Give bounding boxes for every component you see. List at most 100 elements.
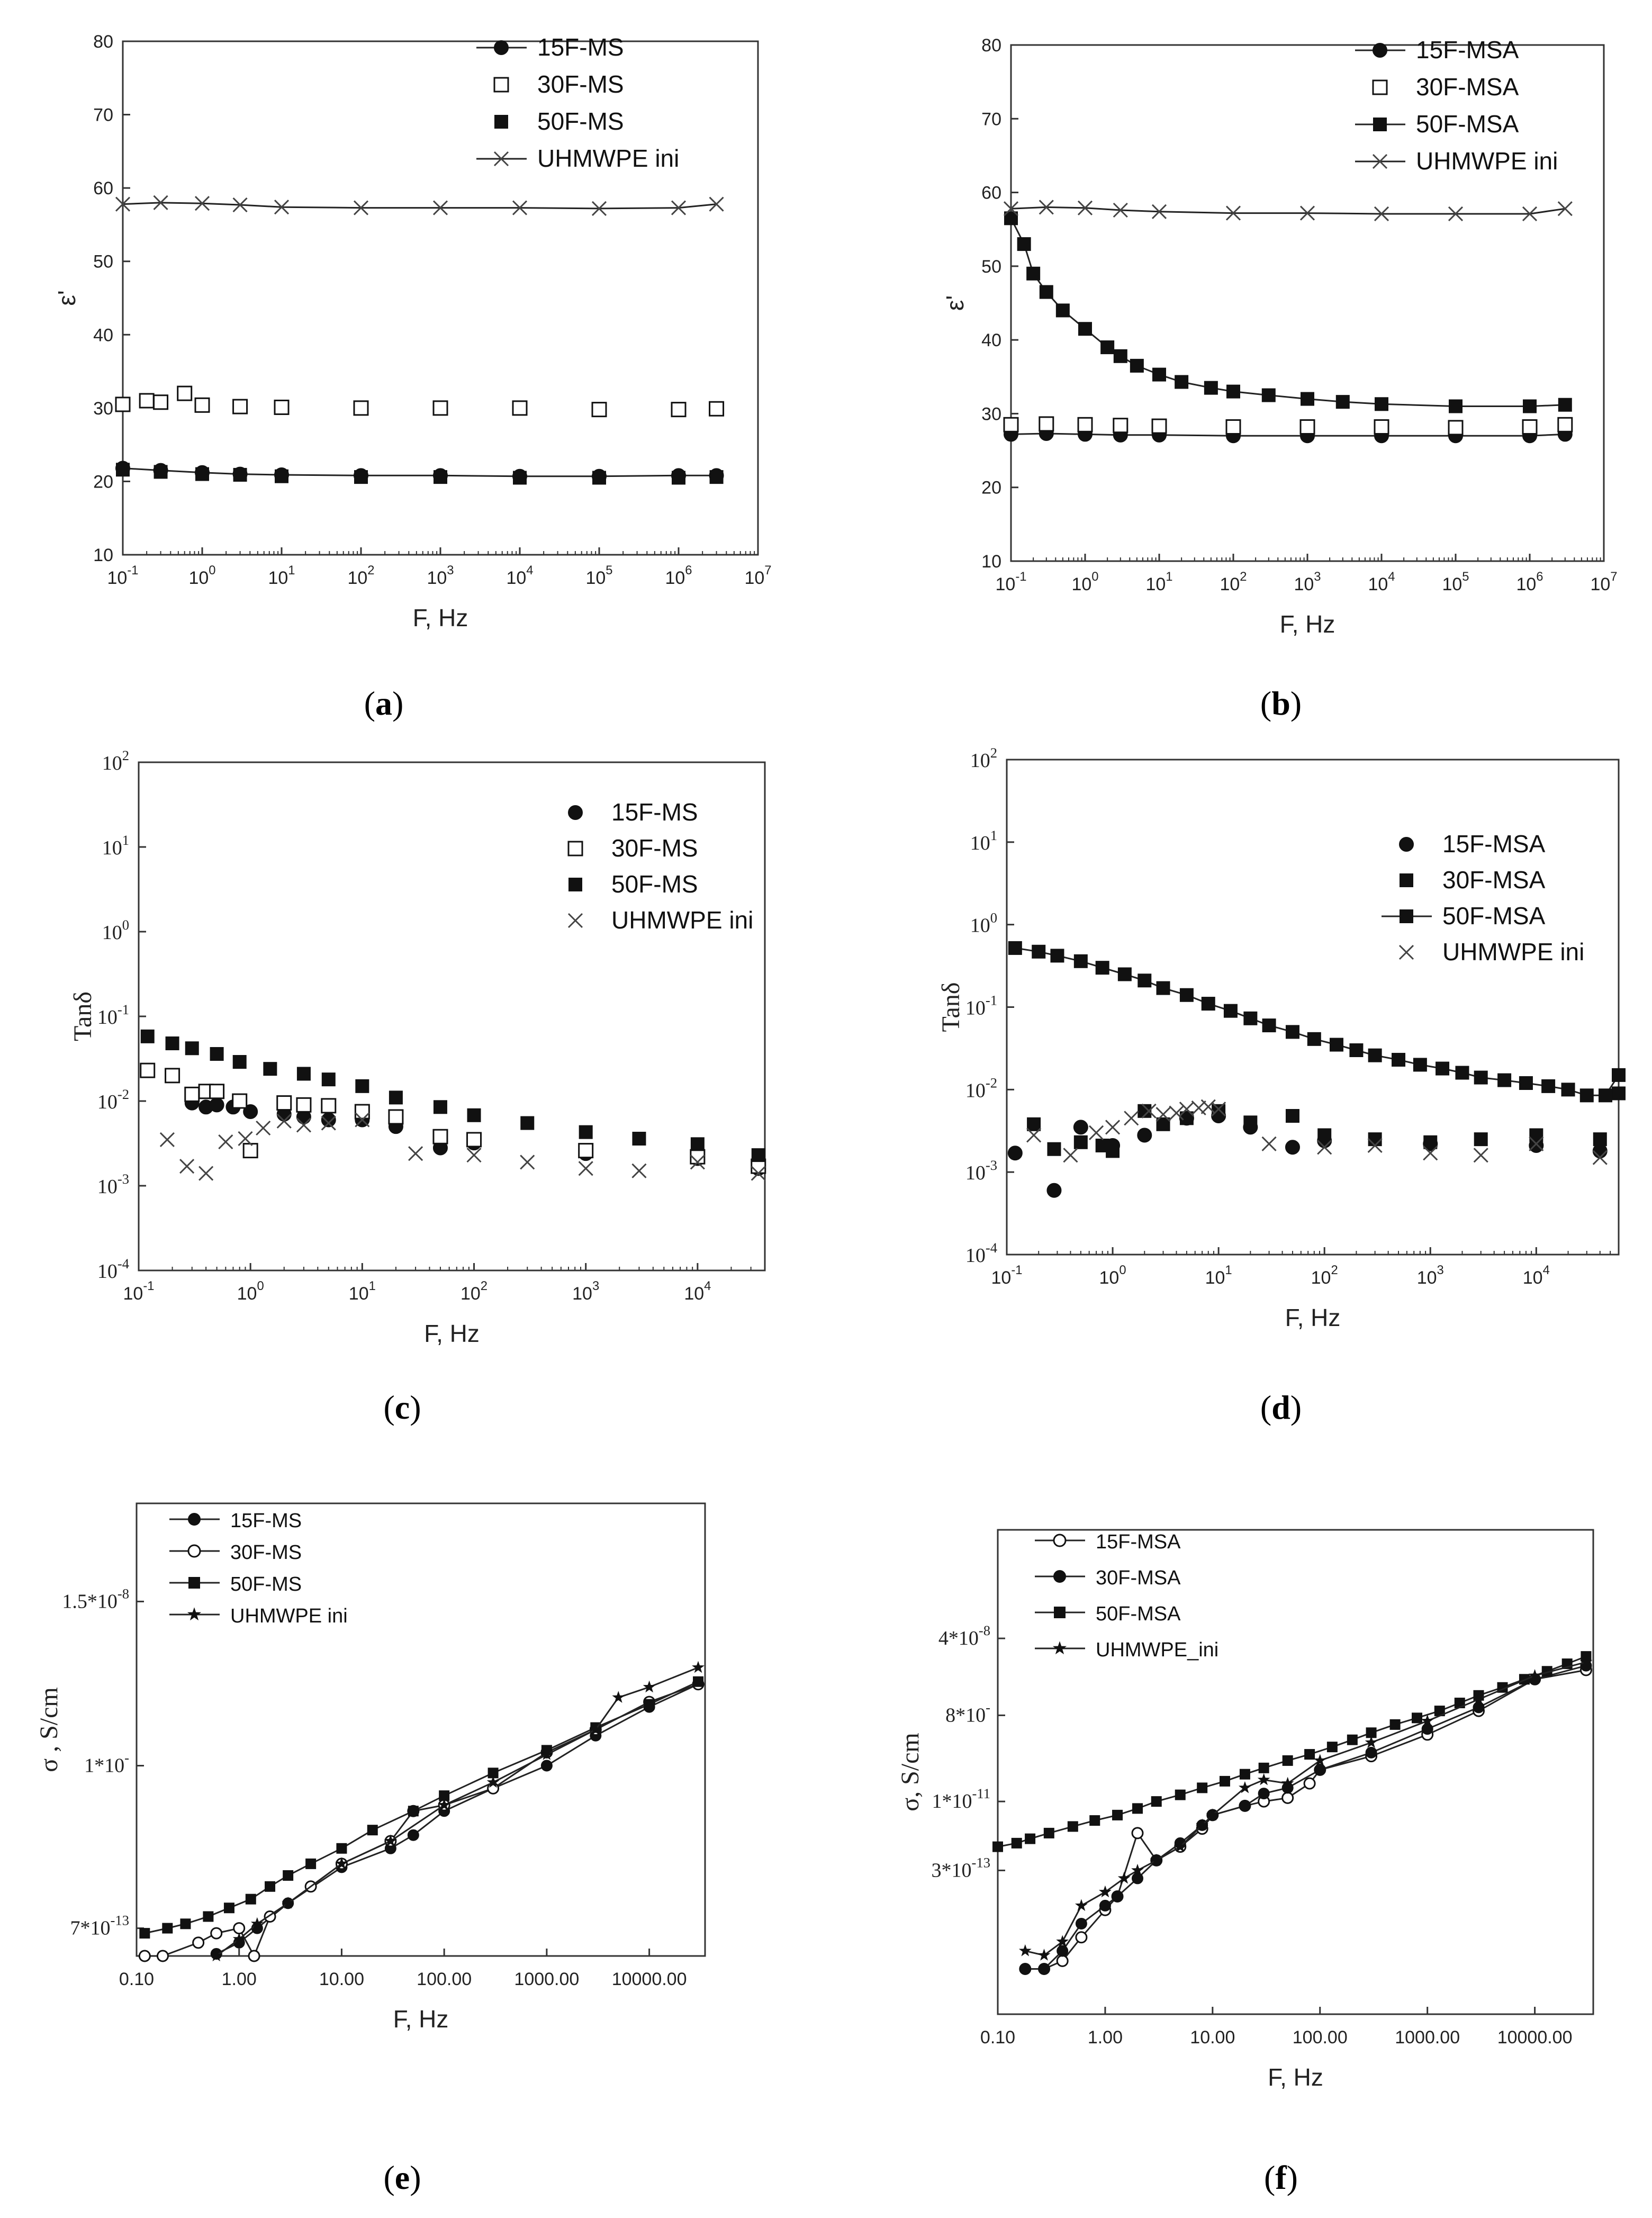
data-point-UHMWPE ini [1156,1107,1171,1122]
data-point-30F-MSA [1593,1132,1607,1147]
data-point-50F-MS [513,471,527,485]
x-tick-label: 10000.00 [612,1969,687,1989]
data-point-30F-MS [248,1950,260,1962]
legend-entry: UHMWPE ini [1355,147,1558,175]
panel-caption: (c) [383,1388,421,1426]
data-point-50F-MSA [1219,1775,1230,1787]
data-point-50F-MS [434,470,447,484]
data-point-UHMWPE_ini [1131,1863,1144,1876]
data-point-30F-MS [353,400,369,416]
data-point-30F-MSA [1003,417,1019,432]
data-point-50F-MSA [1100,340,1115,355]
data-point-UHMWPE ini [1448,206,1464,222]
data-point-15F-MSA [1046,1183,1062,1198]
data-point-50F-MSA [1112,1809,1123,1820]
data-point-15F-MS [209,1097,224,1113]
data-point-UHMWPE ini [1261,1136,1277,1151]
data-point-UHMWPE ini [591,201,607,217]
data-point-50F-MSA [1078,322,1092,336]
legend-marker [1373,118,1387,131]
data-point-UHMWPE ini [335,1857,348,1869]
data-point-30F-MSA [1077,417,1093,432]
x-tick-label: 0.10 [119,1969,154,1989]
data-point-50F-MSA [1561,1083,1575,1097]
data-point-UHMWPE ini [276,1113,292,1129]
x-axis-label: F, Hz [413,604,468,632]
data-point-UHMWPE ini [512,200,528,215]
data-point-UHMWPE ini [159,1132,175,1148]
data-point-30F-MS [432,1129,448,1144]
x-axis-label: F, Hz [1280,610,1335,638]
y-tick-label: 20 [981,478,1001,498]
data-point-UHMWPE ini [232,1932,246,1945]
data-point-15F-MSA [1073,1120,1088,1135]
legend-label: 30F-MS [537,70,624,98]
legend-label: 30F-MS [230,1541,302,1564]
data-point-50F-MSA [1474,1070,1488,1085]
panel-caption-letter: b [1271,684,1290,722]
data-point-50F-MSA [1366,1727,1377,1738]
legend-entry: UHMWPE_ini [1035,1639,1218,1661]
data-point-30F-MS [184,1086,200,1102]
data-point-UHMWPE ini [355,1112,370,1128]
data-point-30F-MS [466,1132,482,1148]
data-point-50F-MS [632,1131,646,1146]
data-point-UHMWPE ini [486,1775,500,1788]
data-point-30F-MSA [1106,1144,1120,1158]
y-axis-label: Tanδ [69,991,97,1041]
data-point-50F-MSA [1026,266,1041,281]
data-point-UHMWPE ini [1529,1136,1544,1151]
data-point-50F-MSA [1050,949,1064,963]
data-point-30F-MS [153,394,169,410]
data-point-15F-MSA [1285,1140,1300,1155]
y-tick-label: 10 [981,552,1001,572]
data-point-30F-MSA [1239,1800,1251,1812]
data-point-50F-MS [245,1894,256,1905]
data-point-50F-MS [165,1036,179,1051]
data-point-50F-MSA [1412,1712,1423,1724]
legend-entry: 30F-MS [169,1541,302,1564]
data-point-50F-MSA [1201,997,1215,1011]
y-axis-label: ε' [941,295,969,311]
data-point-30F-MS [671,402,687,418]
data-point-30F-MS [232,1093,248,1109]
data-point-30F-MS [194,397,210,413]
data-point-50F-MSA [1612,1068,1626,1082]
panel-caption-letter: f [1275,2159,1287,2196]
data-point-15F-MSA [1131,1827,1144,1840]
data-point-UHMWPE ini [1039,200,1054,215]
data-point-UHMWPE ini [1225,205,1241,221]
data-point-30F-MSA [1039,416,1054,432]
legend-marker [493,77,509,93]
data-point-30F-MS [115,396,131,412]
data-point-UHMWPE ini [210,1949,223,1962]
y-tick-label: 8*10- [945,1699,990,1726]
data-point-UHMWPE ini [1211,1102,1226,1117]
data-point-30F-MSA [1299,419,1315,435]
chart-panel-f: 0.10 1.00 10.00 100.00 1000.00 10000.003*10-1… [896,1529,1594,2196]
panel-caption: (b) [1260,684,1302,722]
data-point-50F-MS [305,1858,317,1869]
data-point-50F-MSA [1455,1066,1469,1080]
data-point-50F-MSA [1436,1061,1450,1076]
data-point-UHMWPE ini [520,1155,535,1170]
data-point-50F-MSA [1434,1706,1445,1717]
data-point-30F-MSA [1314,1764,1326,1776]
x-tick-label: 1.00 [1088,2027,1123,2048]
data-point-50F-MSA [1389,1719,1401,1730]
legend-entry: 15F-MSA [1035,1531,1181,1553]
data-point-15F-MSA [1137,1128,1152,1143]
data-point-50F-MSA [1392,1052,1406,1067]
y-tick-label: 70 [93,105,113,125]
y-tick-label: 60 [981,183,1001,203]
x-tick-label: 100.00 [417,1969,472,1989]
data-point-UHMWPE_ini [1117,1871,1131,1884]
data-point-UHMWPE ini [690,1155,705,1170]
data-point-UHMWPE ini [1299,205,1315,221]
x-axis-label: F, Hz [1268,2063,1323,2091]
data-point-UHMWPE ini [218,1134,233,1150]
x-axis-label: F, Hz [393,2005,449,2033]
data-point-50F-MSA [1179,988,1194,1002]
legend-marker [494,40,509,55]
